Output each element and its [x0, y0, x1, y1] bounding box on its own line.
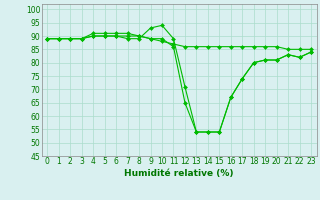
X-axis label: Humidité relative (%): Humidité relative (%) — [124, 169, 234, 178]
